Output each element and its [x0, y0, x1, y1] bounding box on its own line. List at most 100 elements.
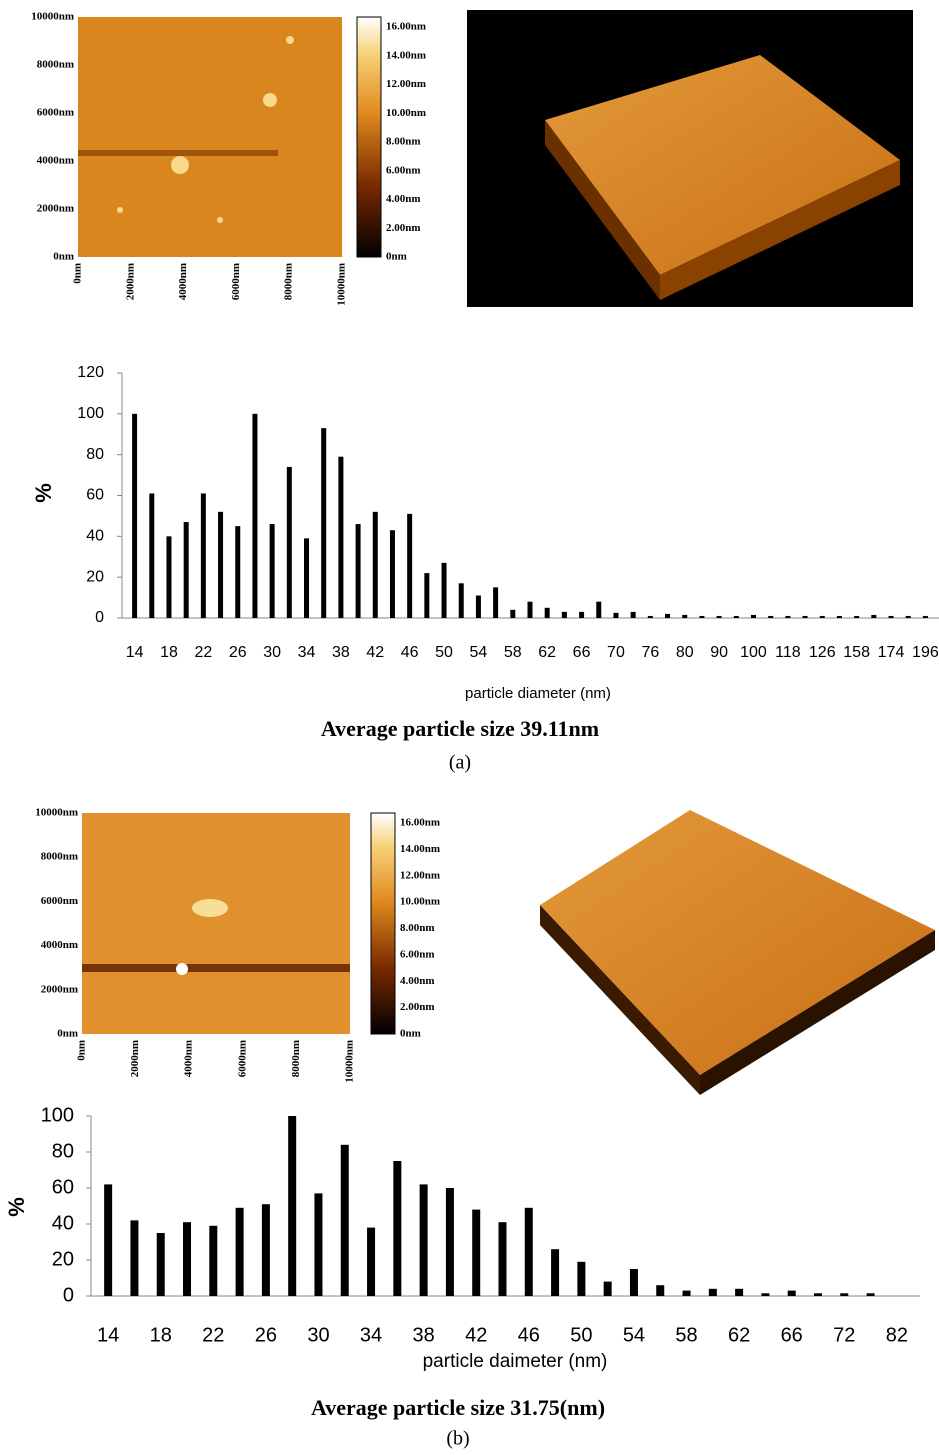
- colorbar-label: 4.00nm: [400, 975, 435, 987]
- x-tick-label: 38: [413, 1324, 435, 1346]
- x-tick-label: 14: [126, 644, 144, 661]
- x-tick-label: 70: [607, 644, 625, 661]
- x-tick-label: 72: [833, 1324, 855, 1346]
- bar: [629, 1269, 638, 1296]
- x-tick-label: 26: [255, 1324, 277, 1346]
- y-tick-label: 100: [41, 1104, 74, 1126]
- bar: [261, 1204, 270, 1296]
- afm-map: [78, 17, 342, 257]
- surface-side: [540, 905, 700, 1095]
- afm-y-label: 6000nm: [37, 107, 74, 119]
- y-axis-title: %: [4, 1197, 29, 1217]
- x-tick-label: 42: [465, 1324, 487, 1346]
- panel-label: (b): [446, 1428, 469, 1450]
- x-tick-label: 34: [298, 644, 316, 661]
- afm-x-label: 0nm: [76, 1040, 88, 1061]
- bar: [218, 511, 224, 618]
- y-tick-label: 60: [52, 1176, 74, 1198]
- bar: [551, 1249, 560, 1296]
- bar: [445, 1188, 454, 1296]
- x-tick-label: 14: [97, 1324, 119, 1346]
- bar: [922, 615, 928, 618]
- caption: Average particle size 31.75(nm): [311, 1395, 605, 1420]
- colorbar-label: 0nm: [400, 1028, 421, 1040]
- bar: [905, 615, 911, 618]
- colorbar-label: 6.00nm: [400, 948, 435, 960]
- bar: [338, 456, 344, 618]
- bar: [367, 1227, 376, 1296]
- surface-side: [545, 120, 660, 300]
- y-tick-label: 20: [52, 1248, 74, 1270]
- x-tick-label: 34: [360, 1324, 382, 1346]
- bar: [407, 513, 413, 618]
- afm-y-label: 10000nm: [31, 11, 74, 23]
- bar: [149, 493, 155, 618]
- y-tick-label: 20: [86, 568, 104, 585]
- bar: [304, 538, 310, 618]
- bar: [441, 562, 447, 618]
- caption: Average particle size 39.11nm: [321, 716, 599, 741]
- bar: [209, 1225, 218, 1296]
- bar: [733, 615, 739, 618]
- afm-streak: [82, 964, 350, 972]
- colorbar-label: 16.00nm: [400, 817, 440, 829]
- bar: [183, 522, 189, 618]
- bar: [235, 1207, 244, 1296]
- bar: [321, 428, 327, 618]
- bar: [314, 1193, 323, 1296]
- bar: [493, 587, 499, 618]
- bar: [750, 614, 756, 618]
- x-tick-label: 38: [332, 644, 350, 661]
- x-tick-label: 62: [728, 1324, 750, 1346]
- x-tick-label: 22: [202, 1324, 224, 1346]
- x-axis-title: particle daimeter (nm): [423, 1351, 608, 1372]
- surface: [545, 55, 900, 275]
- afm-y-label: 10000nm: [35, 807, 78, 819]
- afm-x-label: 8000nm: [290, 1040, 302, 1077]
- afm-y-label: 4000nm: [41, 939, 78, 951]
- x-tick-label: 76: [641, 644, 659, 661]
- x-tick-label: 18: [160, 644, 178, 661]
- bar: [200, 493, 206, 618]
- bar: [716, 615, 722, 618]
- x-tick-label: 30: [263, 644, 281, 661]
- x-tick-label: 26: [229, 644, 247, 661]
- colorbar-label: 4.00nm: [386, 193, 421, 205]
- afm-x-label: 4000nm: [183, 1040, 195, 1077]
- bar: [787, 1290, 796, 1296]
- afm-y-label: 8000nm: [37, 59, 74, 71]
- bar: [802, 615, 808, 618]
- x-tick-label: 62: [538, 644, 556, 661]
- y-tick-label: 0: [95, 609, 104, 626]
- afm-x-label: 4000nm: [177, 263, 189, 300]
- bar: [577, 1261, 586, 1296]
- x-tick-label: 54: [623, 1324, 645, 1346]
- colorbar-label: 10.00nm: [386, 107, 426, 119]
- bar: [735, 1288, 744, 1296]
- x-tick-label: 58: [504, 644, 522, 661]
- x-axis-title: particle diameter (nm): [465, 685, 611, 702]
- bar: [761, 1293, 770, 1296]
- y-tick-label: 80: [52, 1140, 74, 1162]
- bar: [579, 611, 585, 618]
- bar: [340, 1144, 349, 1296]
- y-tick-label: 40: [52, 1212, 74, 1234]
- y-tick-label: 80: [86, 446, 104, 463]
- bar: [389, 530, 395, 618]
- afm-x-label: 0nm: [72, 263, 84, 284]
- bar: [183, 1222, 192, 1296]
- bar: [372, 511, 378, 618]
- bar: [252, 413, 258, 618]
- bar: [424, 573, 430, 618]
- afm-y-label: 0nm: [57, 1028, 78, 1040]
- bar: [561, 611, 567, 618]
- bar: [524, 1207, 533, 1296]
- x-tick-label: 54: [470, 644, 488, 661]
- bar: [510, 609, 516, 618]
- afm-x-label: 8000nm: [283, 263, 295, 300]
- colorbar-label: 2.00nm: [400, 1001, 435, 1013]
- x-tick-label: 66: [573, 644, 591, 661]
- colorbar-label: 12.00nm: [400, 869, 440, 881]
- bar: [665, 613, 671, 618]
- x-tick-label: 18: [150, 1324, 172, 1346]
